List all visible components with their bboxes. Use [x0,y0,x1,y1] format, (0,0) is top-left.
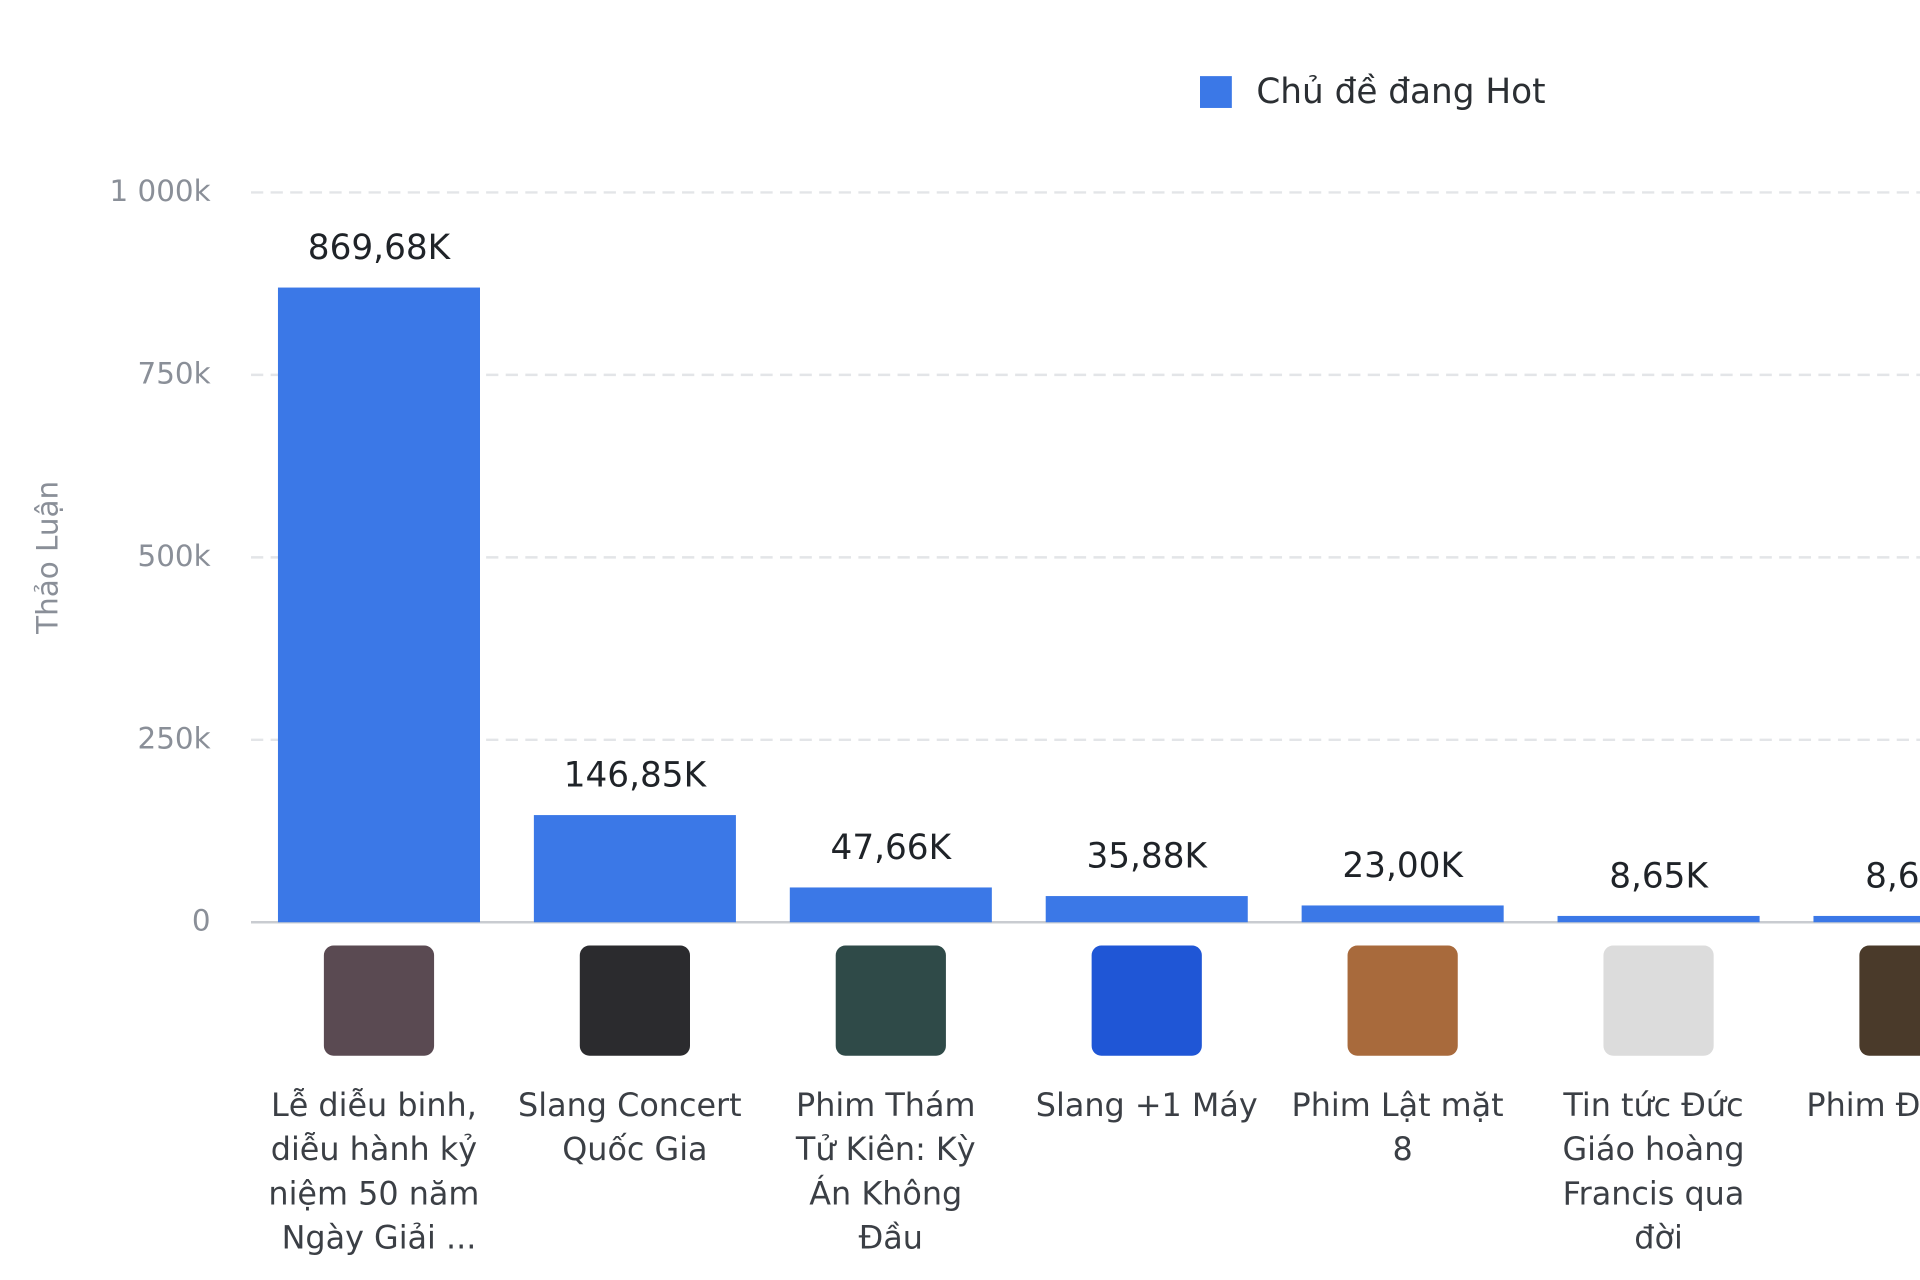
bar [1813,915,1920,923]
category-line: Giáo hoàng [1562,1130,1754,1168]
category-line: Ngày Giải ... [282,1218,477,1256]
y-axis-title: Thảo Luận [30,481,64,635]
x-tick-label: Slang Concert Quốc Gia [518,1086,752,1168]
bar [533,815,736,923]
category-line: Tin tức Đức [1562,1086,1753,1124]
value-label: 35,88K [1086,837,1208,877]
thumbnail [835,945,946,1056]
x-tick-label: Tin tức Đức Giáo hoàng Francis qua đời [1562,1086,1754,1256]
category-line: Phim Lật mặt [1292,1086,1514,1124]
category-line: Tử Kiên: Kỳ [795,1130,986,1168]
category-line: Đầu [859,1218,923,1256]
legend-label: Chủ đề đang Hot [1256,72,1545,112]
thumbnail [1091,945,1202,1056]
category-line: Phim Thám [796,1086,986,1124]
bar [789,887,992,923]
x-tick-label: Lễ diễu binh, diễu hành kỷ niệm 50 năm N… [268,1086,489,1256]
bar [1301,905,1504,923]
y-tick-label: 750k [138,356,211,390]
category-line: diễu hành kỷ [271,1130,487,1168]
y-tick-label: 500k [138,539,211,573]
value-label: 869,68K [308,228,452,268]
category-line: Francis qua [1563,1174,1755,1212]
bar [1045,896,1248,923]
value-label: 23,00K [1342,846,1464,886]
value-label: 8,65K [1609,856,1709,896]
thumbnail [579,945,690,1056]
x-tick-label: Phim Lật mặt 8 [1292,1086,1514,1168]
category-line: Phim Địa Đạo [1806,1086,1920,1124]
category-line: Lễ diễu binh, [271,1086,487,1124]
thumbnail [1347,945,1458,1056]
category-line: niệm 50 năm [268,1174,489,1212]
category-line: 8 [1393,1130,1413,1168]
legend-swatch [1200,76,1232,108]
category-line: Slang Concert [518,1086,752,1124]
y-tick-label: 0 [192,904,211,938]
bar [1557,915,1760,923]
thumbnail [1603,945,1714,1056]
x-tick-label: Phim Thám Tử Kiên: Kỳ Án Không Đầu [795,1086,986,1256]
bar [277,287,480,923]
y-tick-label: 250k [138,721,211,755]
category-line: đời [1634,1218,1683,1256]
value-label: 47,66K [831,828,953,868]
x-tick-label: Phim Địa Đạo [1806,1086,1920,1124]
value-label: 8,63K [1865,856,1920,896]
x-tick-label: Slang +1 Máy [1036,1086,1258,1124]
category-line: Án Không [809,1174,972,1212]
category-line: Quốc Gia [562,1130,707,1168]
value-label: 146,85K [564,756,708,796]
category-line: Slang +1 Máy [1036,1086,1258,1124]
y-tick-label: 1 000k [110,174,211,208]
thumbnail [323,945,435,1056]
thumbnail [1859,945,1920,1056]
